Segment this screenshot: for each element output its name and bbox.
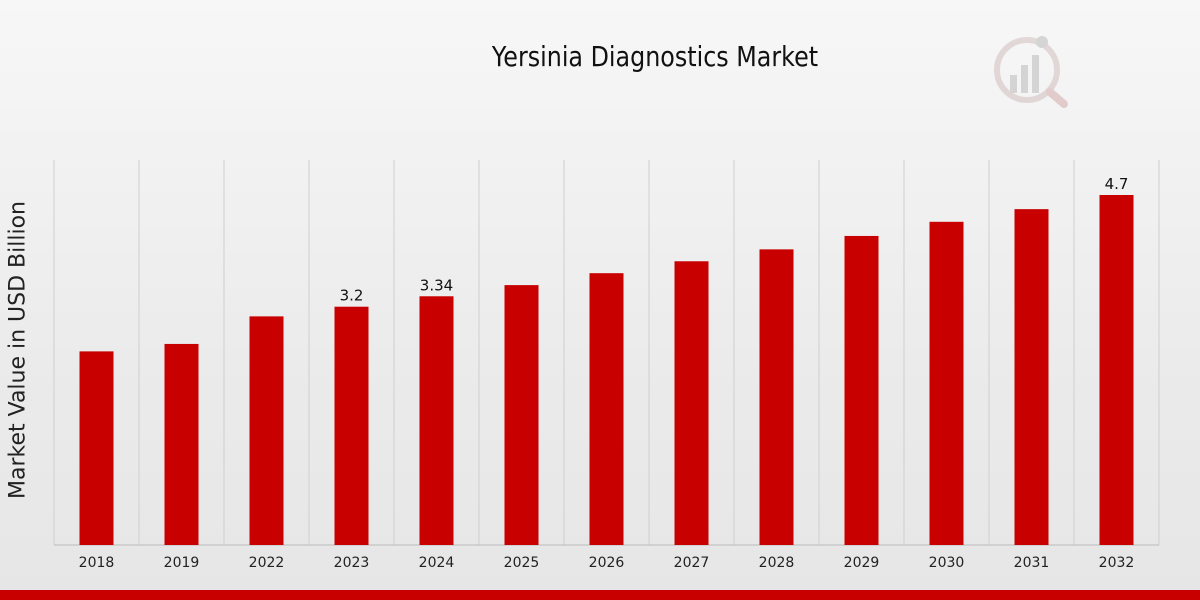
bar-2027 (674, 261, 709, 545)
x-tick-label: 2026 (589, 555, 625, 571)
bar-2028 (759, 249, 794, 546)
footer-bar (0, 590, 1200, 600)
x-tick-label: 2030 (929, 555, 965, 571)
x-tick-label: 2019 (164, 555, 200, 571)
bar-2023 (334, 306, 369, 545)
bar-2022 (249, 316, 284, 545)
x-tick-label: 2028 (759, 555, 795, 571)
x-tick-label: 2018 (79, 555, 115, 571)
bar-2019 (164, 343, 199, 545)
x-tick-label: 2029 (844, 555, 880, 571)
bar-2026 (589, 273, 624, 545)
x-tick-label: 2023 (334, 555, 370, 571)
bar-2029 (844, 235, 879, 545)
bar-2018 (79, 351, 114, 545)
logo-icon (994, 36, 1068, 108)
bar-2031 (1014, 209, 1049, 546)
bar-2032 (1099, 195, 1134, 545)
x-tick-label: 2027 (674, 555, 710, 571)
x-tick-label: 2032 (1099, 555, 1135, 571)
bar-2030 (929, 221, 964, 545)
bar-2025 (504, 285, 539, 545)
data-label-2024: 3.34 (420, 276, 453, 294)
x-tick-label: 2022 (249, 555, 285, 571)
x-tick-label: 2025 (504, 555, 540, 571)
x-tick-label: 2024 (419, 555, 455, 571)
x-tick-label: 2031 (1014, 555, 1050, 571)
bar-2024 (419, 296, 454, 545)
data-label-2032: 4.7 (1105, 175, 1129, 193)
data-label-2023: 3.2 (340, 287, 364, 305)
chart-title: Yersinia Diagnostics Market (491, 40, 819, 73)
